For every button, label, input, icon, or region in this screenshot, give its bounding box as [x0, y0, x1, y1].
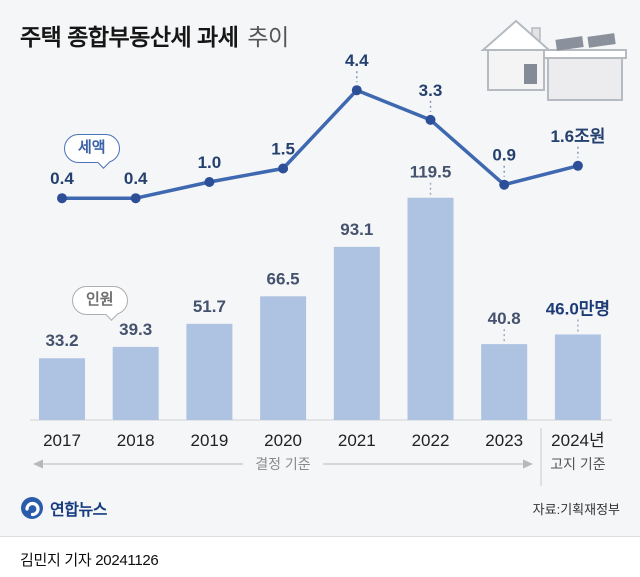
notice-basis-label: 고지 기준 [550, 456, 606, 472]
legend-people-label: 인원 [86, 291, 114, 308]
line-value-label: 4.4 [345, 51, 369, 70]
tax-line [60, 88, 580, 200]
bar-value-label: 93.1 [340, 220, 373, 239]
year-label-2020: 2020 [264, 431, 302, 450]
year-label-2023: 2023 [485, 431, 523, 450]
bar-value-label: 119.5 [410, 163, 452, 182]
house-door [524, 64, 537, 84]
line-point [425, 114, 436, 125]
line-point [572, 160, 583, 171]
line-point [351, 85, 362, 96]
year-label-2024년: 2024년 [551, 431, 604, 450]
year-label-2017: 2017 [43, 431, 81, 450]
yonhap-logo: 연합뉴스 [20, 496, 107, 520]
arrow-right-icon [523, 459, 533, 469]
footer: 연합뉴스 자료:기획재정부 [20, 494, 620, 522]
house-icon [480, 19, 627, 101]
bar-value-label: 46.0만명 [546, 299, 610, 318]
line-value-label: 0.4 [124, 169, 148, 188]
line-value-label: 3.3 [419, 81, 443, 100]
line-value-label: 0.4 [50, 169, 74, 188]
bar-2017 [39, 358, 85, 420]
combo-chart: 33.2 39.3 51.7 66.5 93.1 119.5 40.8 46.0만명 0.4 0.… [30, 51, 612, 486]
line-point [130, 193, 141, 204]
line-value-label: 1.0 [198, 153, 222, 172]
bar-2019 [186, 323, 233, 420]
bar-2022 [407, 197, 454, 420]
bar-2021 [333, 246, 380, 420]
legend-tax-bubble: 세액 [64, 134, 120, 163]
legend-tax-label: 세액 [78, 139, 106, 156]
decision-basis-label: 결정 기준 [255, 456, 311, 472]
house-body-right [547, 57, 623, 101]
solar-panel-2 [587, 33, 616, 48]
line-value-label: 1.5 [271, 140, 295, 159]
line-point [57, 193, 67, 204]
divider [0, 536, 640, 537]
legend-people-bubble: 인원 [72, 286, 128, 315]
bar-value-label: 66.5 [267, 269, 300, 288]
line-value-label: 0.9 [492, 146, 516, 165]
year-label-2018: 2018 [117, 431, 155, 450]
byline: 김민지 기자 20241126 [20, 552, 159, 569]
bar-value-label: 40.8 [488, 309, 521, 328]
bar-value-label: 33.2 [45, 331, 78, 350]
bar-value-label: 39.3 [119, 320, 152, 339]
bar-value-label: 51.7 [193, 297, 226, 316]
page-title: 주택 종합부동산세 과세 추이 [20, 18, 289, 52]
line-point [278, 163, 289, 174]
solar-panel-1 [555, 36, 584, 51]
bar-2020 [260, 296, 307, 420]
line-point [204, 177, 215, 187]
title-sub: 추이 [247, 24, 289, 50]
source-credit: 자료:기획재정부 [532, 501, 620, 517]
bar-2023 [481, 344, 528, 420]
bar-2018 [112, 346, 159, 420]
house-roof-left [480, 19, 552, 51]
yonhap-logo-icon [21, 497, 43, 519]
year-label-2022: 2022 [412, 431, 450, 450]
yonhap-logo-text: 연합뉴스 [50, 502, 107, 519]
bar-2024년 [554, 334, 601, 420]
year-label-2019: 2019 [190, 431, 228, 450]
arrow-left-icon [33, 459, 43, 469]
line-point [499, 179, 510, 190]
line-value-label: 1.6조원 [550, 127, 605, 146]
title-main: 주택 종합부동산세 과세 [20, 24, 239, 50]
year-label-2021: 2021 [338, 431, 376, 450]
